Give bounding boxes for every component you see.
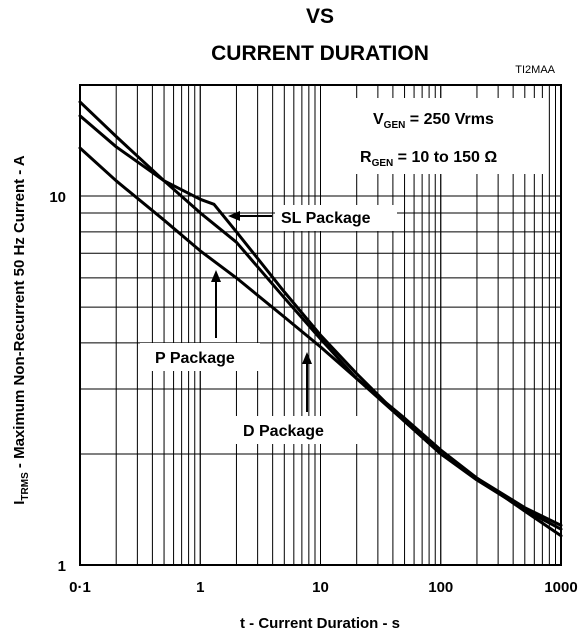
figure-code: TI2MAA bbox=[515, 64, 555, 76]
condition-rgen-rest: = 10 to 150 Ω bbox=[393, 149, 497, 166]
y-axis-label-rest: - Maximum Non-Recurrent 50 Hz Current - … bbox=[11, 155, 28, 472]
d-arrow-head bbox=[302, 352, 312, 364]
condition-vgen-main: V bbox=[373, 111, 384, 128]
condition-vgen-sub: GEN bbox=[384, 120, 406, 131]
x-tick-label: 100 bbox=[428, 579, 453, 596]
series-annotations: SL Package P Package D Package bbox=[140, 205, 397, 444]
condition-vgen-rest: = 250 Vrms bbox=[405, 111, 494, 128]
y-tick-label: 1 bbox=[58, 558, 66, 575]
series-lines bbox=[78, 100, 563, 538]
x-axis-label: t - Current Duration - s bbox=[240, 615, 400, 632]
grid-lines bbox=[80, 85, 561, 565]
chart-title-line2: CURRENT DURATION bbox=[211, 42, 429, 65]
d-label-bg bbox=[234, 416, 362, 444]
x-tick-label: 1000 bbox=[544, 579, 577, 596]
sl-package-label: SL Package bbox=[281, 210, 371, 227]
series-line-d-package bbox=[78, 146, 563, 538]
plot-frame bbox=[79, 84, 562, 566]
condition-rgen-main: R bbox=[360, 149, 372, 166]
p-package-label: P Package bbox=[155, 350, 235, 367]
condition-rgen: RGEN = 10 to 150 Ω bbox=[360, 149, 497, 169]
sl-label-bg bbox=[275, 205, 397, 231]
condition-vgen: VGEN = 250 Vrms bbox=[373, 111, 494, 131]
x-tick-label: 1 bbox=[196, 579, 204, 596]
x-tick-label: 10 bbox=[312, 579, 329, 596]
p-arrow-head bbox=[211, 270, 221, 282]
x-tick-label: 0·1 bbox=[69, 579, 91, 596]
p-label-bg bbox=[140, 343, 260, 371]
conditions-box: VGEN = 250 Vrms RGEN = 10 to 150 Ω bbox=[352, 98, 544, 174]
y-axis-label-sub: TRMS bbox=[20, 472, 31, 501]
y-tick-label: 10 bbox=[49, 189, 66, 206]
condition-rgen-sub: GEN bbox=[372, 158, 394, 169]
conditions-box-bg bbox=[352, 98, 544, 174]
sl-arrow-head bbox=[228, 211, 240, 221]
y-axis-label: ITRMS - Maximum Non-Recurrent 50 Hz Curr… bbox=[11, 155, 31, 505]
d-package-label: D Package bbox=[243, 423, 324, 440]
chart-title-line1: VS bbox=[306, 5, 334, 28]
y-axis-label-main: I bbox=[11, 501, 28, 505]
